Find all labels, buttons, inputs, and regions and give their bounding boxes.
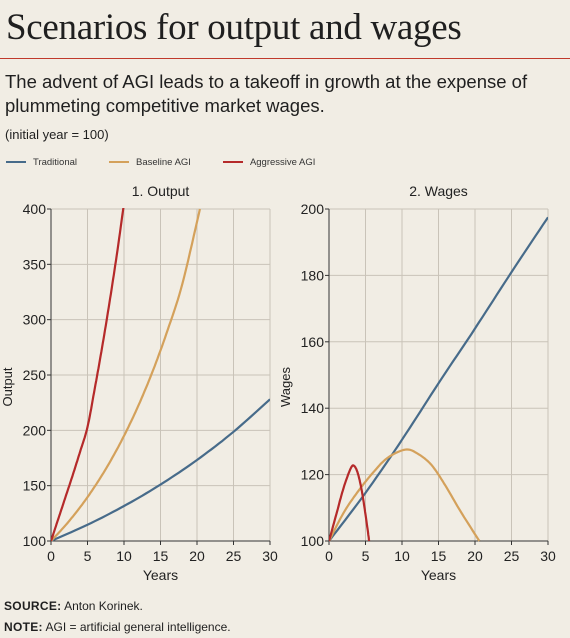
legend-item-aggressive: Aggressive AGI	[222, 156, 316, 168]
y-tick-label-output: 200	[23, 422, 47, 438]
y-tick-label-output: 250	[23, 367, 47, 383]
x-tick-label-output: 10	[116, 548, 132, 564]
y-tick-label-wages: 120	[301, 467, 325, 483]
series-line-baseline-wages	[329, 448, 481, 542]
legend-label-aggressive: Aggressive AGI	[249, 156, 316, 168]
y-tick-label-output: 150	[23, 478, 47, 494]
legend-label-baseline: Baseline AGI	[136, 156, 191, 168]
series-line-traditional-wages	[329, 216, 548, 542]
y-tick-label-wages: 180	[301, 267, 325, 283]
legend-swatch-baseline	[109, 161, 130, 163]
y-tick-label-output: 100	[23, 533, 47, 549]
x-tick-label-output: 30	[262, 548, 278, 564]
source-label: SOURCE:	[4, 599, 62, 613]
panel-title-wages: 2. Wages	[409, 183, 468, 199]
chart-subtitle: The advent of AGI leads to a takeoff in …	[5, 71, 528, 116]
legend-swatch-aggressive	[222, 161, 243, 163]
series-line-aggressive-output	[51, 208, 125, 542]
x-tick-label-output: 5	[84, 548, 92, 564]
x-tick-label-output: 20	[189, 548, 205, 564]
series-line-traditional-output	[51, 398, 270, 542]
y-tick-label-output: 350	[23, 256, 47, 272]
panel-title-output: 1. Output	[132, 183, 190, 199]
x-tick-label-wages: 0	[325, 548, 333, 564]
page-title: Scenarios for output and wages	[6, 7, 462, 48]
legend-swatch-traditional	[6, 161, 26, 163]
y-tick-label-wages: 100	[301, 533, 325, 549]
legend-label-traditional: Traditional	[33, 156, 78, 168]
legend-item-baseline: Baseline AGI	[109, 157, 191, 168]
note-label: NOTE:	[4, 620, 43, 634]
source-line: SOURCE: Anton Korinek.	[4, 599, 143, 613]
x-tick-label-wages: 10	[394, 548, 410, 564]
y-tick-label-wages: 160	[301, 334, 325, 350]
x-tick-label-output: 15	[153, 548, 169, 564]
y-tick-label-output: 300	[23, 312, 47, 328]
x-tick-label-wages: 30	[540, 548, 556, 564]
title-divider	[0, 58, 570, 59]
y-axis-label-wages: Wages	[278, 367, 293, 407]
note-text: AGI = artificial general intelligence.	[42, 620, 231, 634]
x-axis-label-wages: Years	[421, 567, 456, 583]
x-axis-label-output: Years	[143, 567, 178, 583]
x-tick-label-wages: 15	[431, 548, 447, 564]
series-line-baseline-output	[51, 208, 201, 542]
series-line-aggressive-wages	[329, 464, 371, 542]
y-tick-label-wages: 140	[301, 400, 325, 416]
x-tick-label-output: 0	[47, 548, 55, 564]
x-tick-label-wages: 20	[467, 548, 483, 564]
legend: Traditional Baseline AGI Aggressive AGI	[6, 155, 347, 169]
y-tick-label-wages: 200	[301, 201, 325, 217]
x-tick-label-wages: 25	[504, 548, 520, 564]
unit-note: (initial year = 100)	[5, 127, 109, 142]
legend-item-traditional: Traditional	[6, 157, 77, 168]
x-tick-label-wages: 5	[362, 548, 370, 564]
x-tick-label-output: 25	[226, 548, 242, 564]
y-tick-label-output: 400	[23, 201, 47, 217]
source-text: Anton Korinek.	[61, 599, 143, 613]
y-axis-label-output: Output	[0, 367, 15, 406]
note-line: NOTE: AGI = artificial general intellige…	[4, 620, 231, 634]
